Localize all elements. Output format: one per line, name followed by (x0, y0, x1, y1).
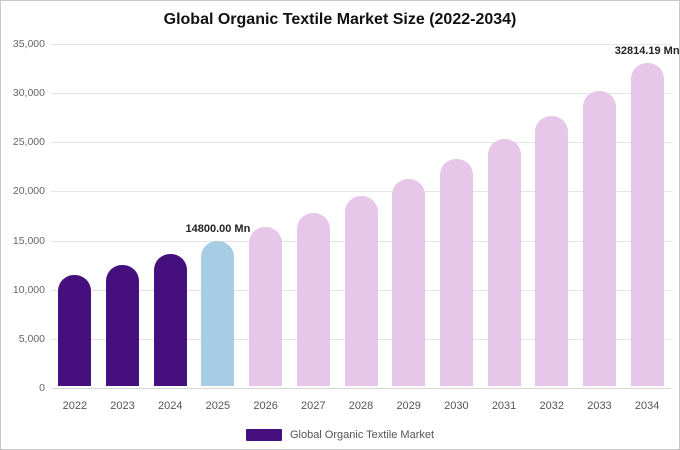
x-tick-label-2032: 2032 (539, 400, 564, 412)
x-tick-label-2024: 2024 (157, 400, 183, 412)
y-tick-label-20000: 20,000 (12, 185, 45, 198)
x-tick-label-2031: 2031 (491, 400, 517, 412)
bar-2034 (630, 63, 664, 386)
y-tick-label-0: 0 (39, 382, 45, 394)
gridline-25000 (51, 142, 671, 144)
gridline-0 (51, 388, 671, 389)
x-tick-label-2033: 2033 (587, 400, 612, 412)
annotation-2025: 14800.00 Mn (185, 222, 251, 235)
bar-2033 (582, 90, 616, 386)
bar-2031 (487, 138, 521, 386)
bar-2027 (296, 212, 330, 386)
y-tick-label-10000: 10,000 (12, 283, 45, 296)
bar-2028 (344, 196, 378, 386)
x-tick-label-2026: 2026 (253, 400, 278, 412)
y-tick-label-5000: 5,000 (18, 332, 45, 345)
legend-label: Global Organic Textile Market (289, 429, 435, 441)
x-tick-label-2022: 2022 (62, 400, 88, 412)
x-tick-label-2028: 2028 (348, 400, 374, 412)
gridline-20000 (51, 191, 671, 193)
y-tick-label-25000: 25,000 (12, 136, 45, 149)
x-tick-label-2034: 2034 (634, 400, 660, 412)
x-tick-label-2030: 2030 (444, 400, 469, 412)
x-tick-label-2025: 2025 (205, 400, 231, 412)
bar-2029 (392, 178, 426, 386)
bar-2024 (153, 253, 187, 386)
x-tick-label-2027: 2027 (301, 400, 326, 412)
chart-title: Global Organic Textile Market Size (2022… (163, 11, 517, 28)
legend: Global Organic Textile Market (1, 429, 679, 441)
annotation-2034: 32814.19 Mn (614, 45, 680, 58)
bar-2023 (106, 265, 140, 386)
y-tick-label-30000: 30,000 (12, 87, 45, 100)
x-tick-label-2029: 2029 (396, 400, 421, 412)
y-tick-label-15000: 15,000 (12, 234, 45, 247)
gridline-35000 (51, 44, 671, 45)
y-tick-label-35000: 35,000 (12, 38, 45, 50)
bar-2032 (535, 115, 569, 386)
legend-swatch (245, 429, 282, 441)
gridline-30000 (51, 93, 671, 95)
x-tick-label-2023: 2023 (110, 400, 135, 412)
bar-2026 (249, 227, 283, 386)
bar-2022 (58, 275, 92, 386)
bar-2025 (201, 240, 235, 386)
bar-2030 (439, 159, 473, 386)
